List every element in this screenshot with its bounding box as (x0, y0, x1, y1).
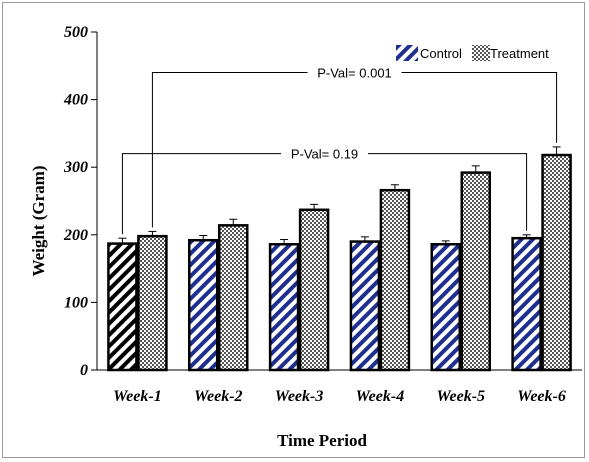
y-tick-label: 400 (63, 92, 88, 109)
y-tick-label: 100 (64, 294, 88, 311)
y-tick-label: 500 (64, 24, 88, 41)
legend-label-control: Control (420, 46, 462, 61)
x-axis: Week-1 Week-2 Week-3 Week-4 Week-5 Week-6 (97, 369, 582, 405)
x-tick-label: Week-1 (113, 388, 162, 405)
bar-treatment (218, 224, 249, 372)
legend-swatch-treatment (472, 45, 490, 61)
y-axis: 0 100 200 300 400 500 (63, 24, 98, 379)
legend: Control Treatment (396, 45, 549, 61)
x-tick-label: Week-5 (436, 388, 485, 405)
p-value-label-bg (281, 144, 368, 163)
bar-control (349, 240, 381, 372)
x-tick-label: Week-2 (194, 388, 243, 405)
bar-treatment (379, 188, 411, 372)
bar-treatment (460, 171, 491, 372)
bar-control (511, 236, 542, 372)
bar-treatment (298, 208, 330, 372)
x-tick-label: Week-4 (356, 388, 405, 405)
x-tick-label: Week-3 (275, 388, 324, 405)
legend-swatch-control (396, 45, 418, 61)
p-value-annotations: P-Val= 0.001 P-Val= 0.19 (121, 63, 558, 235)
bar-treatment (137, 234, 168, 372)
y-tick-label: 200 (63, 227, 88, 244)
p-value-label: P-Val= 0.001 (317, 66, 392, 81)
p-value-label: P-Val= 0.19 (291, 147, 358, 162)
p-value-label-bg (307, 63, 402, 82)
x-axis-title: Time Period (277, 431, 367, 450)
bar-control (107, 242, 138, 372)
y-tick-label: 300 (63, 159, 88, 176)
bar-control (188, 238, 219, 372)
legend-label-treatment: Treatment (490, 46, 549, 61)
y-tick-label: 0 (80, 362, 88, 379)
chart-frame (2, 2, 585, 458)
bar-control (430, 243, 461, 372)
bar-treatment (541, 153, 572, 372)
bar-control (268, 243, 300, 372)
x-tick-label: Week-6 (517, 388, 566, 405)
y-axis-title: Weight (Gram) (29, 166, 48, 277)
bars (107, 146, 572, 372)
